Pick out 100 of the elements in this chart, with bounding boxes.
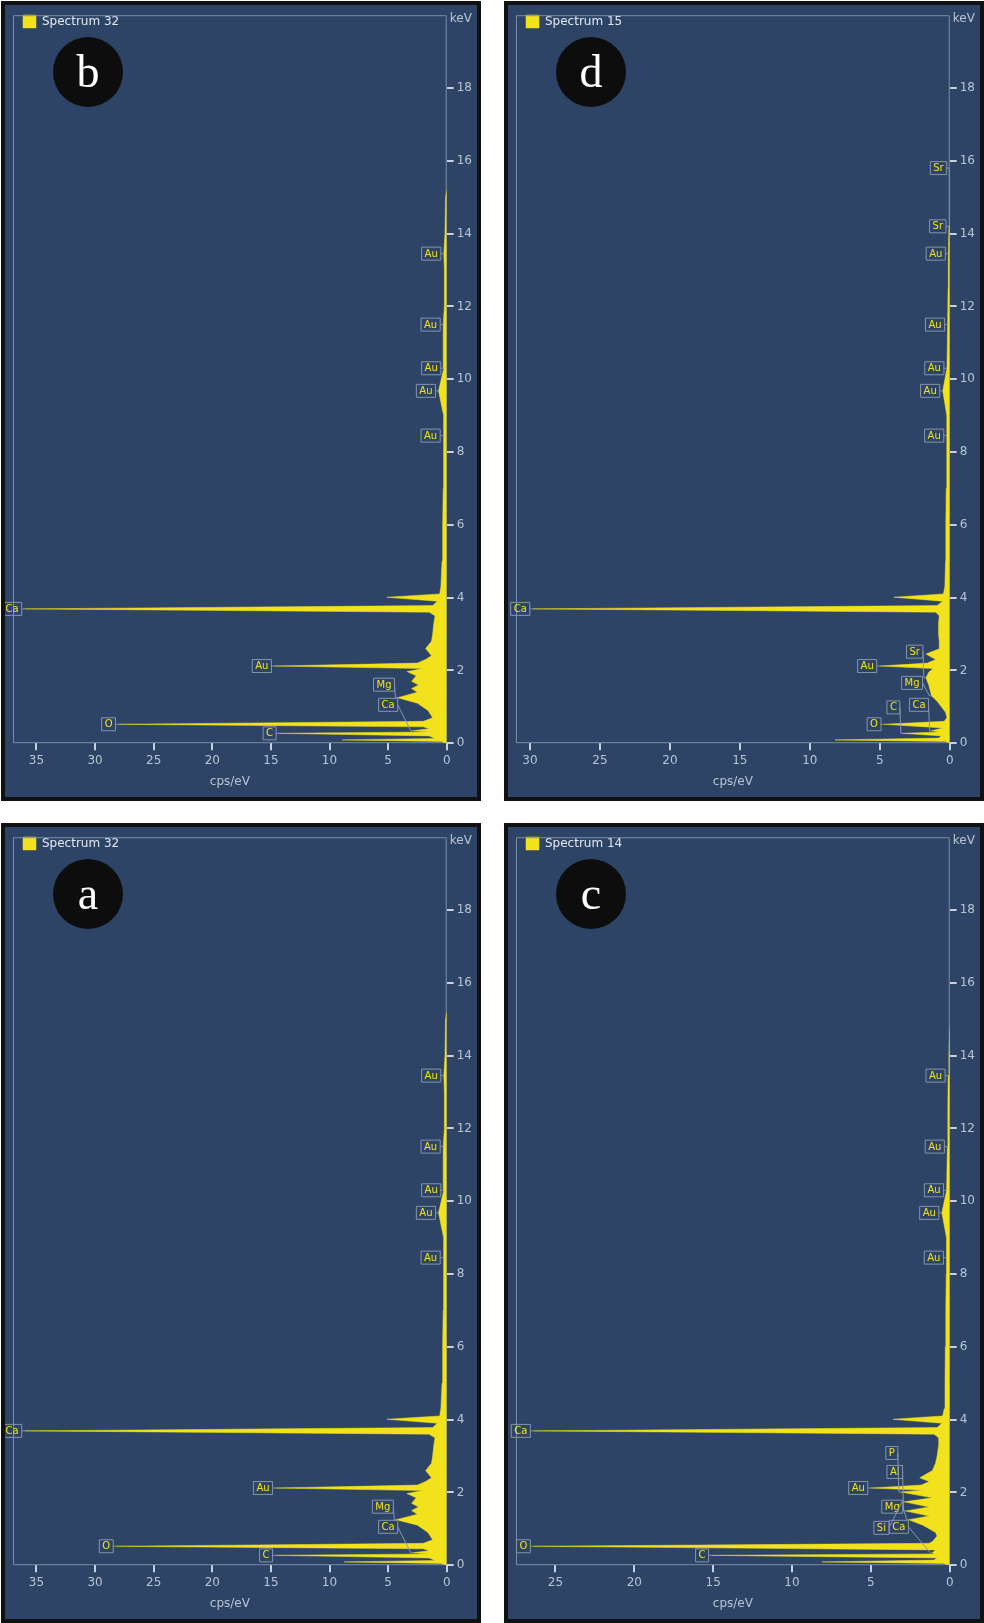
annotation: Ca: [381, 698, 395, 710]
y-tick-label: 6: [959, 516, 968, 531]
annotation: C: [262, 1549, 270, 1561]
x-tick-label: 10: [321, 1574, 338, 1589]
y-tick-label: 14: [959, 1047, 976, 1062]
x-tick-label: 0: [945, 752, 954, 767]
legend-label: Spectrum 32: [42, 13, 120, 28]
x-axis-title: cps/eV: [209, 773, 251, 788]
annotation: Au: [419, 384, 433, 396]
annotation: Al: [889, 1466, 900, 1478]
annotation: Au: [424, 1184, 438, 1196]
y-tick-label: 8: [456, 444, 465, 459]
x-tick-label: 20: [626, 1574, 642, 1589]
annotation: Au: [424, 1251, 438, 1263]
y-tick-label: 12: [959, 298, 976, 313]
annotation: Au: [928, 1140, 942, 1152]
x-tick-label: 5: [384, 752, 392, 767]
x-tick-label: 25: [547, 1574, 564, 1589]
x-tick-label: 0: [945, 1574, 954, 1589]
text: b: [53, 37, 123, 107]
annotation: Ca: [892, 1520, 906, 1532]
y-axis-title: keV: [952, 11, 976, 26]
annotation: Au: [927, 1184, 941, 1196]
annotation: Au: [255, 660, 269, 672]
annotation: Au: [928, 318, 942, 330]
annotation: Au: [424, 1140, 438, 1152]
y-tick-label: 4: [959, 1411, 968, 1426]
text: a: [53, 859, 123, 929]
annotation: Ca: [513, 602, 527, 614]
y-axis-title: keV: [449, 11, 473, 26]
annotation: Au: [419, 1206, 433, 1218]
y-axis-title: keV: [449, 833, 473, 848]
y-tick-label: 16: [456, 974, 473, 989]
y-tick-label: 12: [456, 1120, 473, 1135]
annotation: Au: [927, 362, 941, 374]
x-axis-title: cps/eV: [712, 773, 754, 788]
y-tick-label: 18: [456, 80, 473, 95]
x-tick-label: 10: [321, 752, 338, 767]
x-tick-label: 15: [705, 1574, 721, 1589]
x-tick-label: 35: [28, 1574, 45, 1589]
y-tick-label: 0: [959, 1557, 968, 1572]
x-tick-label: 5: [384, 1574, 392, 1589]
text: d: [556, 37, 626, 107]
annotation: Au: [922, 1206, 936, 1218]
annotation: Sr: [932, 220, 944, 232]
x-tick-label: 25: [146, 1574, 162, 1589]
x-tick-label: 15: [732, 752, 748, 767]
y-tick-label: 16: [959, 152, 976, 167]
x-tick-label: 20: [204, 752, 220, 767]
x-axis-title: cps/eV: [712, 1595, 754, 1610]
x-tick-label: 0: [442, 1574, 451, 1589]
y-tick-label: 18: [959, 902, 976, 917]
legend-label: Spectrum 14: [545, 835, 623, 850]
legend-label: Spectrum 15: [545, 13, 623, 28]
legend-label: Spectrum 32: [42, 835, 120, 850]
annotation: Ca: [5, 602, 19, 614]
annotation: Au: [923, 384, 937, 396]
y-tick-label: 16: [959, 974, 976, 989]
y-axis-title: keV: [952, 833, 976, 848]
annotation: Au: [851, 1482, 865, 1494]
annotation: Mg: [884, 1500, 900, 1512]
y-tick-label: 16: [456, 152, 473, 167]
annotation: Au: [424, 247, 438, 259]
annotation: Au: [256, 1482, 270, 1494]
y-tick-label: 2: [456, 662, 465, 677]
annotation: Au: [424, 429, 438, 441]
x-axis-title: cps/eV: [209, 1595, 251, 1610]
y-tick-label: 8: [456, 1266, 465, 1281]
annotation: Au: [860, 660, 874, 672]
x-tick-label: 10: [784, 1574, 800, 1589]
y-tick-label: 6: [456, 1338, 465, 1353]
y-tick-label: 4: [456, 1411, 465, 1426]
y-tick-label: 4: [959, 589, 968, 604]
x-tick-label: 10: [802, 752, 818, 767]
x-tick-label: 5: [875, 752, 884, 767]
y-tick-label: 2: [959, 662, 968, 677]
annotation: O: [104, 718, 113, 730]
y-tick-label: 10: [959, 1193, 976, 1208]
x-tick-label: 35: [28, 752, 45, 767]
annotation: Ca: [5, 1424, 19, 1436]
annotation: C: [698, 1549, 706, 1561]
y-tick-label: 12: [959, 1120, 976, 1135]
annotation: Au: [927, 429, 941, 441]
annotation: Ca: [514, 1424, 528, 1436]
annotation: Au: [928, 1069, 943, 1081]
text: c: [556, 859, 626, 929]
y-tick-label: 10: [456, 1193, 473, 1208]
y-tick-label: 0: [456, 735, 465, 750]
annotation: C: [266, 727, 274, 739]
x-tick-label: 25: [146, 752, 162, 767]
annotation: Au: [929, 247, 943, 259]
y-tick-label: 18: [456, 902, 473, 917]
annotation: Mg: [375, 1500, 391, 1512]
y-tick-label: 12: [456, 298, 473, 313]
y-tick-label: 14: [959, 225, 976, 240]
y-tick-label: 6: [456, 516, 465, 531]
y-tick-label: 8: [959, 444, 968, 459]
annotation: Mg: [376, 678, 392, 690]
y-tick-label: 2: [959, 1484, 968, 1499]
y-tick-label: 10: [456, 371, 473, 386]
